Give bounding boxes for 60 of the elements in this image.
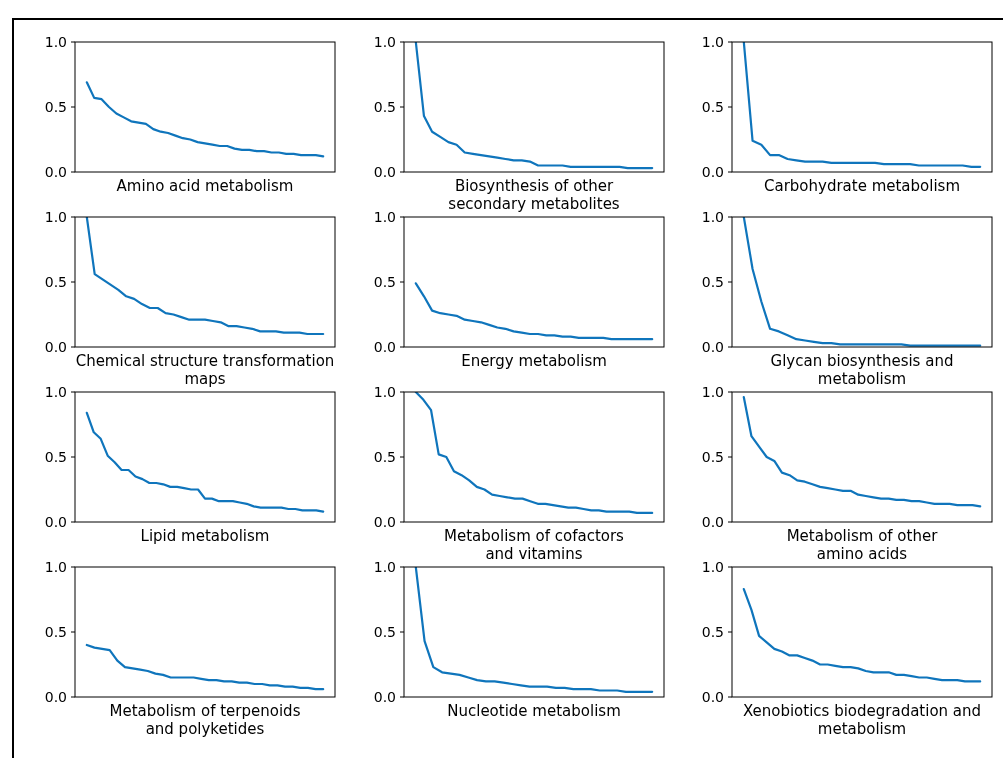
line-series [414, 567, 654, 693]
x-axis-title: Metabolism of other amino acids [786, 527, 939, 563]
y-tick-label: 1.0 [701, 33, 724, 50]
line-series [85, 217, 325, 336]
x-axis-title: Lipid metabolism [140, 527, 270, 545]
line-series [85, 81, 325, 158]
y-tick-label: 0.0 [373, 513, 396, 530]
x-axis-title: Chemical structure transformation maps [75, 352, 335, 388]
y-tick-label: 0.0 [44, 688, 67, 705]
y-tick-label: 0.5 [373, 448, 396, 465]
y-tick-label: 1.0 [701, 208, 724, 225]
y-tick-label: 0.5 [701, 273, 724, 290]
y-tick-label: 0.0 [44, 513, 67, 530]
y-tick-label: 0.5 [44, 623, 67, 640]
x-axis-title: Glycan biosynthesis and metabolism [770, 352, 954, 388]
y-tick-label: 0.0 [373, 338, 396, 355]
y-tick-label: 1.0 [701, 558, 724, 575]
line-series [414, 42, 654, 170]
line-series [742, 588, 982, 683]
x-axis-title: Metabolism of cofactors and vitamins [444, 527, 625, 563]
y-tick-label: 1.0 [44, 208, 67, 225]
y-tick-label: 1.0 [373, 558, 396, 575]
y-tick-label: 0.0 [44, 163, 67, 180]
x-axis-title: Xenobiotics biodegradation and metabolism [742, 702, 982, 738]
y-tick-label: 0.0 [373, 163, 396, 180]
y-tick-label: 1.0 [373, 208, 396, 225]
y-tick-label: 0.5 [373, 273, 396, 290]
y-tick-label: 1.0 [44, 383, 67, 400]
y-tick-label: 1.0 [44, 558, 67, 575]
x-axis-title: Biosynthesis of other secondary metabolites [448, 177, 620, 213]
y-tick-label: 1.0 [373, 33, 396, 50]
y-tick-label: 0.0 [701, 513, 724, 530]
y-tick-label: 0.5 [373, 98, 396, 115]
y-tick-label: 0.5 [701, 448, 724, 465]
y-tick-label: 0.5 [44, 448, 67, 465]
line-series [85, 411, 325, 513]
y-tick-label: 1.0 [44, 33, 67, 50]
y-tick-label: 1.0 [701, 383, 724, 400]
x-axis-title: Carbohydrate metabolism [763, 177, 961, 195]
y-tick-label: 0.0 [701, 163, 724, 180]
y-tick-label: 0.5 [44, 273, 67, 290]
x-axis-title: Energy metabolism [461, 352, 607, 370]
y-tick-label: 0.5 [701, 98, 724, 115]
line-series [414, 392, 654, 514]
x-axis-title: Nucleotide metabolism [447, 702, 621, 720]
y-tick-label: 0.5 [373, 623, 396, 640]
y-tick-label: 0.0 [373, 688, 396, 705]
line-series [742, 396, 982, 508]
y-tick-label: 0.5 [701, 623, 724, 640]
line-series [85, 643, 325, 691]
line-series [414, 282, 654, 341]
y-tick-label: 0.0 [701, 338, 724, 355]
line-series [742, 42, 982, 168]
y-tick-label: 0.0 [701, 688, 724, 705]
line-series [742, 217, 982, 347]
y-tick-label: 0.5 [44, 98, 67, 115]
x-axis-title: Amino acid metabolism [116, 177, 294, 195]
y-tick-label: 1.0 [373, 383, 396, 400]
y-tick-label: 0.0 [44, 338, 67, 355]
x-axis-title: Metabolism of terpenoids and polyketides [109, 702, 301, 738]
